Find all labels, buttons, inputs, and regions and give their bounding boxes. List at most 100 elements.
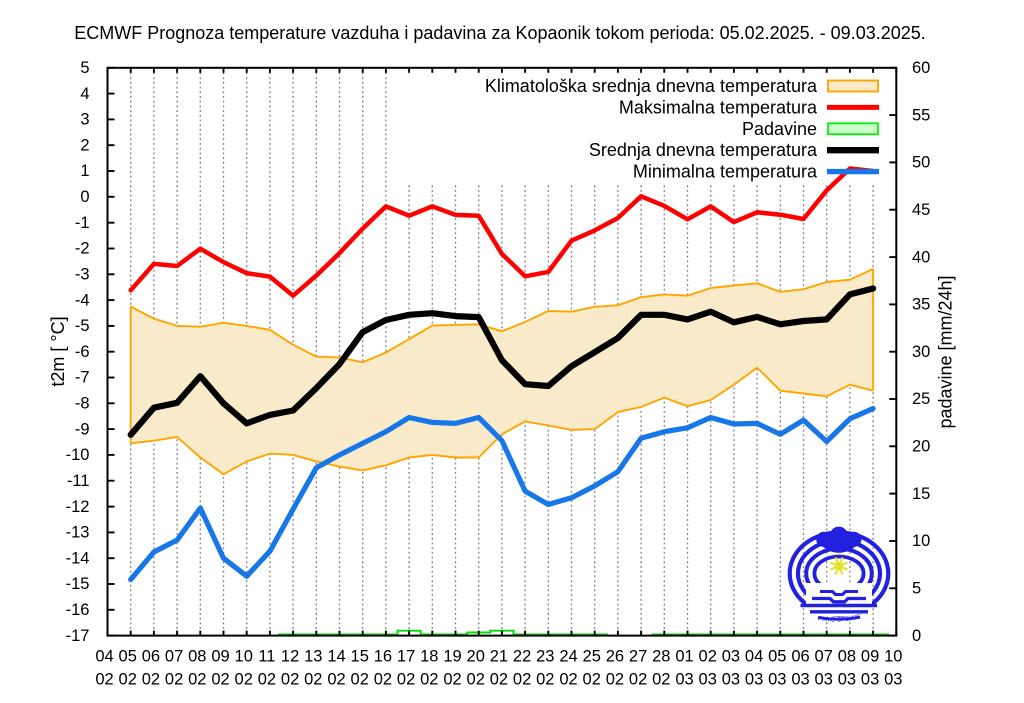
- svg-text:-14: -14: [66, 549, 90, 567]
- svg-text:25: 25: [583, 648, 601, 666]
- svg-text:-4: -4: [75, 291, 90, 309]
- svg-text:02: 02: [490, 670, 508, 688]
- svg-text:28: 28: [652, 648, 670, 666]
- svg-text:02: 02: [559, 670, 577, 688]
- svg-text:-2: -2: [75, 240, 90, 258]
- svg-text:Klimatološka srednja dnevna te: Klimatološka srednja dnevna temperatura: [485, 76, 818, 96]
- svg-text:08: 08: [188, 648, 206, 666]
- svg-text:30: 30: [912, 343, 930, 361]
- svg-text:03: 03: [675, 670, 693, 688]
- svg-text:02: 02: [699, 648, 717, 666]
- svg-text:27: 27: [629, 648, 647, 666]
- svg-text:25: 25: [912, 390, 930, 408]
- svg-text:02: 02: [281, 670, 299, 688]
- svg-text:РХМЗ СРБИЈЕ: РХМЗ СРБИЈЕ: [818, 613, 863, 624]
- svg-text:-3: -3: [75, 266, 90, 284]
- svg-text:45: 45: [912, 201, 930, 219]
- svg-text:14: 14: [327, 648, 345, 666]
- svg-text:07: 07: [165, 648, 183, 666]
- svg-text:20: 20: [912, 438, 930, 456]
- svg-text:-9: -9: [75, 420, 90, 438]
- svg-text:19: 19: [443, 648, 461, 666]
- svg-text:03: 03: [861, 670, 879, 688]
- svg-text:02: 02: [235, 670, 253, 688]
- svg-text:05: 05: [119, 648, 137, 666]
- svg-text:60: 60: [912, 59, 930, 77]
- svg-text:02: 02: [420, 670, 438, 688]
- svg-text:10: 10: [884, 648, 902, 666]
- svg-text:-8: -8: [75, 395, 90, 413]
- svg-text:23: 23: [536, 648, 554, 666]
- svg-text:21: 21: [490, 648, 508, 666]
- svg-text:0: 0: [912, 627, 921, 645]
- svg-text:15: 15: [351, 648, 369, 666]
- svg-text:03: 03: [768, 670, 786, 688]
- svg-text:01: 01: [675, 648, 693, 666]
- svg-text:26: 26: [606, 648, 624, 666]
- svg-text:02: 02: [606, 670, 624, 688]
- svg-text:17: 17: [397, 648, 415, 666]
- svg-text:Srednja dnevna temperatura: Srednja dnevna temperatura: [589, 140, 818, 160]
- svg-text:0: 0: [80, 188, 89, 206]
- svg-text:02: 02: [467, 670, 485, 688]
- svg-text:40: 40: [912, 248, 930, 266]
- svg-text:-13: -13: [66, 524, 90, 542]
- svg-text:13: 13: [304, 648, 322, 666]
- svg-text:-15: -15: [66, 575, 90, 593]
- svg-text:02: 02: [583, 670, 601, 688]
- svg-text:02: 02: [652, 670, 670, 688]
- svg-text:08: 08: [838, 648, 856, 666]
- svg-text:02: 02: [95, 670, 113, 688]
- svg-text:-16: -16: [66, 601, 90, 619]
- svg-text:06: 06: [791, 648, 809, 666]
- svg-text:03: 03: [745, 670, 763, 688]
- svg-text:03: 03: [722, 670, 740, 688]
- svg-text:-5: -5: [75, 317, 90, 335]
- svg-text:Minimalna temperatura: Minimalna temperatura: [633, 162, 818, 182]
- svg-text:02: 02: [351, 670, 369, 688]
- svg-text:02: 02: [304, 670, 322, 688]
- svg-text:20: 20: [467, 648, 485, 666]
- svg-text:02: 02: [374, 670, 392, 688]
- svg-text:24: 24: [559, 648, 577, 666]
- svg-text:02: 02: [536, 670, 554, 688]
- svg-text:02: 02: [211, 670, 229, 688]
- svg-text:-17: -17: [66, 627, 90, 645]
- svg-text:5: 5: [912, 580, 921, 598]
- svg-text:10: 10: [235, 648, 253, 666]
- svg-text:03: 03: [722, 648, 740, 666]
- svg-text:02: 02: [443, 670, 461, 688]
- svg-text:-7: -7: [75, 369, 90, 387]
- svg-text:15: 15: [912, 485, 930, 503]
- svg-text:06: 06: [142, 648, 160, 666]
- svg-text:02: 02: [188, 670, 206, 688]
- svg-text:10: 10: [912, 532, 930, 550]
- svg-text:11: 11: [258, 648, 275, 666]
- svg-text:50: 50: [912, 154, 930, 172]
- svg-text:padavine [mm/24h]: padavine [mm/24h]: [936, 275, 956, 428]
- svg-text:ECMWF Prognoza temperature vaz: ECMWF Prognoza temperature vazduha i pad…: [74, 23, 926, 43]
- svg-text:04: 04: [95, 648, 113, 666]
- svg-text:07: 07: [815, 648, 833, 666]
- svg-text:t2m [ °C]: t2m [ °C]: [48, 316, 68, 386]
- svg-text:03: 03: [838, 670, 856, 688]
- svg-text:22: 22: [513, 648, 531, 666]
- svg-text:35: 35: [912, 296, 930, 314]
- svg-text:-6: -6: [75, 343, 90, 361]
- svg-text:4: 4: [80, 85, 89, 103]
- svg-text:-11: -11: [67, 472, 90, 490]
- svg-text:02: 02: [258, 670, 276, 688]
- svg-text:02: 02: [397, 670, 415, 688]
- svg-text:02: 02: [142, 670, 160, 688]
- svg-text:-10: -10: [66, 446, 90, 464]
- svg-text:1: 1: [80, 162, 89, 180]
- svg-text:16: 16: [374, 648, 392, 666]
- svg-text:02: 02: [165, 670, 183, 688]
- svg-text:09: 09: [211, 648, 229, 666]
- svg-text:2: 2: [80, 136, 89, 154]
- svg-text:02: 02: [629, 670, 647, 688]
- svg-text:05: 05: [768, 648, 786, 666]
- svg-text:04: 04: [745, 648, 763, 666]
- svg-text:18: 18: [420, 648, 438, 666]
- svg-text:03: 03: [815, 670, 833, 688]
